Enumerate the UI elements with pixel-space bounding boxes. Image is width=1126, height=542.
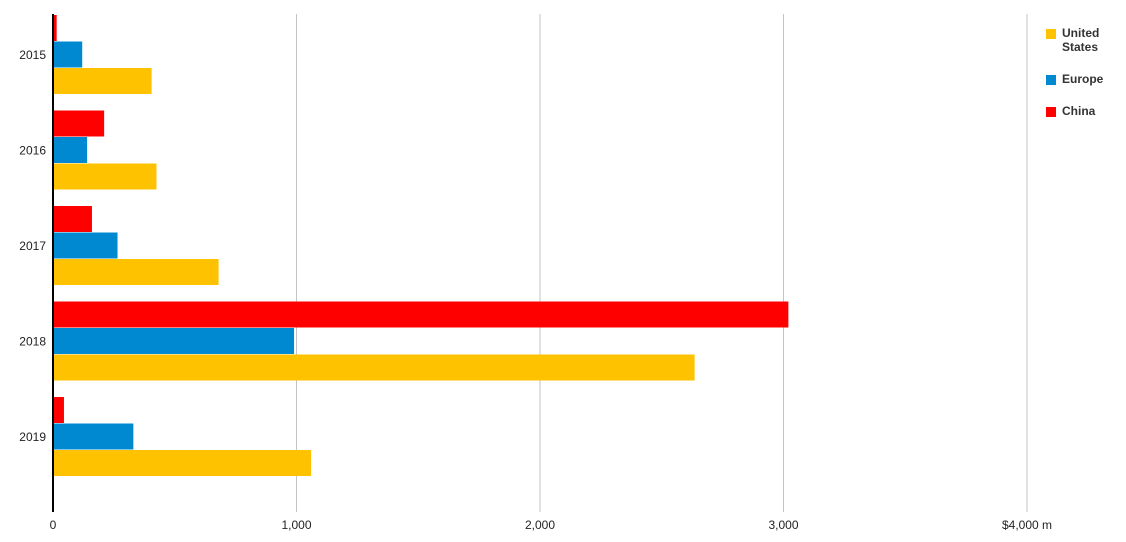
legend-item-china: China [1046,104,1126,118]
y-tick-label-2015: 2015 [19,48,46,62]
gridlines [296,14,1028,512]
x-tick-labels: 0 1,000 2,000 3,000 $4,000 m [50,518,1052,532]
legend-label-united-states: United States [1062,26,1100,54]
y-tick-label-2017: 2017 [19,239,46,253]
legend-label-china: China [1062,104,1096,118]
bar-2018-united-states [53,354,695,381]
y-tick-label-2018: 2018 [19,334,46,348]
legend-swatch-china [1046,107,1056,117]
bar-2018-china [53,301,789,328]
y-tick-labels: 2015 2016 2017 2018 2019 [19,48,46,444]
y-tick-label-2016: 2016 [19,143,46,157]
legend-label-europe: Europe [1062,72,1104,86]
bars [53,15,789,476]
bar-2016-united-states [53,163,157,190]
x-tick-label-3: 3,000 [768,518,798,532]
x-tick-label-1: 1,000 [281,518,311,532]
bar-2019-europe [53,423,134,450]
bar-2017-china [53,206,92,232]
x-tick-label-4: $4,000 m [1002,518,1052,532]
x-tick-label-2: 2,000 [525,518,555,532]
bar-2017-europe [53,232,118,259]
y-tick-label-2019: 2019 [19,430,46,444]
legend-item-united-states: United States [1046,26,1126,54]
bar-2016-europe [53,137,88,163]
legend-item-europe: Europe [1046,72,1126,86]
x-tick-label-0: 0 [50,518,57,532]
bar-2019-china [53,397,64,423]
bar-2015-china [53,15,57,41]
bar-2017-united-states [53,259,219,285]
bar-2015-united-states [53,68,152,94]
legend-swatch-europe [1046,75,1056,85]
bar-2019-united-states [53,450,312,476]
bar-2018-europe [53,328,295,354]
legend: United States Europe China [1046,26,1126,136]
bar-2016-china [53,110,105,137]
legend-swatch-united-states [1046,29,1056,39]
bar-2015-europe [53,41,83,68]
